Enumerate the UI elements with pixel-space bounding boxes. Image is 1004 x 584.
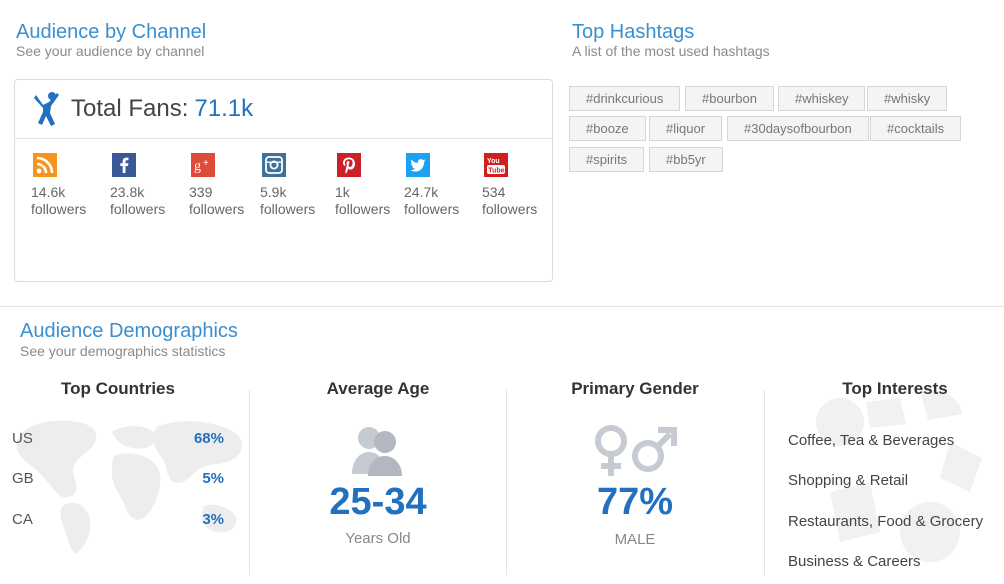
channel-count: 1k (335, 184, 350, 200)
top-interests-title: Top Interests (842, 379, 948, 398)
hashtag-chip[interactable]: #liquor (649, 116, 723, 141)
channel-rss[interactable]: 14.6k followers (31, 153, 107, 218)
channel-section-subtitle: See your audience by channel (16, 43, 205, 59)
channel-unit: followers (482, 201, 538, 217)
column-divider (249, 390, 250, 575)
channel-unit: followers (260, 201, 316, 217)
channel-unit: followers (110, 201, 166, 217)
hashtag-chip[interactable]: #bourbon (685, 86, 774, 111)
channel-unit: followers (404, 201, 460, 217)
country-row: US 68% (12, 430, 224, 450)
hashtag-section-subtitle: A list of the most used hashtags (572, 43, 770, 59)
hashtag-chip[interactable]: #whisky (867, 86, 948, 111)
primary-gender-unit: MALE (614, 531, 656, 548)
youtube-icon: You Tube (484, 153, 508, 177)
gender-symbols-icon (595, 425, 677, 476)
interest-item: Shopping & Retail (788, 472, 909, 489)
channel-count: 5.9k (260, 184, 287, 200)
demographics-section-subtitle: See your demographics statistics (20, 343, 226, 359)
svg-text:g: g (194, 159, 201, 174)
channel-count: 23.8k (110, 184, 145, 200)
world-map-icon (16, 420, 243, 554)
svg-text:You: You (487, 158, 500, 165)
people-icon (352, 427, 402, 476)
channel-list: 14.6k followers 23.8k followers g + 339 … (31, 153, 551, 233)
facebook-icon (112, 153, 136, 177)
column-divider (506, 390, 507, 575)
channel-count: 534 (482, 184, 506, 200)
total-fans-card: Total Fans: 71.1k 14.6k followers 23.8k … (14, 79, 553, 282)
interest-item: Restaurants, Food & Grocery (788, 513, 984, 530)
channel-section-title: Audience by Channel (16, 21, 207, 43)
average-age-title: Average Age (326, 379, 430, 398)
channel-unit: followers (31, 201, 87, 217)
primary-gender-title: Primary Gender (571, 379, 699, 398)
column-divider (764, 390, 765, 575)
jumping-person-icon (34, 92, 59, 126)
country-percent: 3% (202, 511, 224, 528)
google-plus-icon: g + (191, 153, 215, 177)
top-countries-title: Top Countries (61, 379, 175, 398)
channel-pinterest[interactable]: 1k followers (335, 153, 411, 218)
hashtag-chip[interactable]: #whiskey (778, 86, 866, 111)
section-divider (0, 306, 1004, 307)
channel-count: 14.6k (31, 184, 66, 200)
instagram-icon (262, 153, 286, 177)
hashtag-chip[interactable]: #spirits (569, 147, 645, 172)
channel-count: 24.7k (404, 184, 439, 200)
interest-item: Coffee, Tea & Beverages (788, 432, 955, 449)
total-fans-label: Total Fans: (71, 95, 189, 122)
country-code: CA (12, 511, 33, 528)
demographics-section-title: Audience Demographics (20, 320, 238, 342)
hashtag-chip[interactable]: #booze (569, 116, 646, 141)
hashtag-section-title: Top Hashtags (572, 21, 695, 43)
interest-item: Business & Careers (788, 553, 921, 570)
svg-text:+: + (203, 158, 209, 169)
svg-text:Tube: Tube (488, 168, 504, 175)
country-code: US (12, 430, 33, 447)
rss-icon (33, 153, 57, 177)
interests-background-icon (816, 390, 982, 562)
hashtag-chip[interactable]: #bb5yr (649, 147, 723, 172)
country-row: GB 5% (12, 470, 224, 490)
channel-instagram[interactable]: 5.9k followers (260, 153, 336, 218)
country-percent: 5% (202, 470, 224, 487)
channel-youtube[interactable]: You Tube 534 followers (482, 153, 558, 218)
country-percent: 68% (193, 430, 224, 447)
total-fans-value: 71.1k (194, 95, 254, 122)
channel-count: 339 (189, 184, 213, 200)
hashtag-chip[interactable]: #30daysofbourbon (727, 116, 869, 141)
hashtag-chip[interactable]: #cocktails (870, 116, 962, 141)
channel-unit: followers (335, 201, 391, 217)
channel-google-plus[interactable]: g + 339 followers (189, 153, 265, 218)
pinterest-icon (337, 153, 361, 177)
hashtag-chip[interactable]: #drinkcurious (569, 86, 681, 111)
average-age-unit: Years Old (345, 530, 411, 547)
total-fans-header: Total Fans: 71.1k (15, 80, 552, 139)
average-age-value: 25-34 (329, 481, 427, 523)
channel-twitter[interactable]: 24.7k followers (404, 153, 480, 218)
channel-unit: followers (189, 201, 245, 217)
twitter-icon (406, 153, 430, 177)
country-row: CA 3% (12, 511, 224, 531)
primary-gender-value: 77% (596, 481, 674, 523)
country-code: GB (12, 470, 34, 487)
channel-facebook[interactable]: 23.8k followers (110, 153, 186, 218)
